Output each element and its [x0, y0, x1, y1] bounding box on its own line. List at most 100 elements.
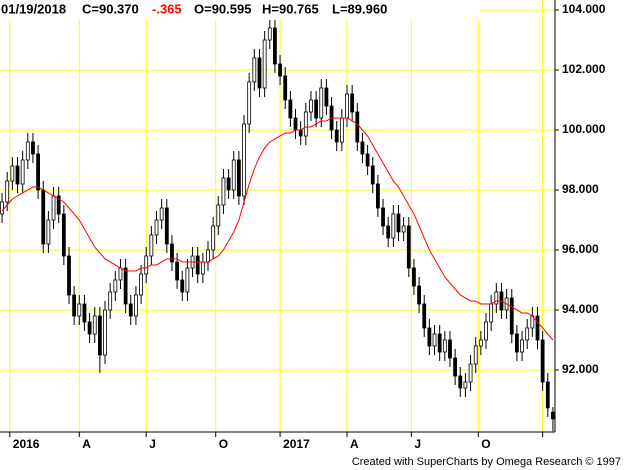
candle-body	[247, 81, 252, 125]
header-open: O=90.595	[194, 1, 251, 16]
candle-body	[92, 315, 97, 335]
candle-body	[216, 204, 221, 227]
candle-body	[154, 219, 159, 236]
candle-body	[211, 225, 216, 251]
candle-body	[360, 141, 365, 155]
header-change: -.365	[152, 1, 182, 16]
candle-body	[67, 255, 71, 296]
candle-body	[252, 57, 257, 83]
candle-body	[412, 267, 416, 287]
candle-body	[262, 39, 267, 89]
candle-body	[365, 153, 370, 167]
candle-body	[545, 381, 550, 409]
x-tick-label: O	[481, 437, 490, 451]
candle-body	[51, 195, 56, 221]
candle-body	[273, 27, 277, 65]
x-tick-label: A	[82, 437, 91, 451]
x-tick-label: O	[219, 437, 228, 451]
candle-body	[442, 339, 447, 353]
candle-body	[319, 87, 324, 119]
candle-body	[484, 321, 488, 341]
candle-body	[175, 261, 180, 281]
candle-body	[324, 87, 329, 107]
candle-body	[494, 291, 499, 305]
candle-body	[422, 303, 427, 329]
candle-body	[267, 27, 272, 41]
candle-body	[20, 159, 25, 185]
candle-body	[401, 225, 406, 233]
moving-average-line	[1, 117, 554, 341]
candle-body	[77, 303, 82, 317]
candle-body	[427, 327, 432, 347]
candle-body	[309, 99, 313, 113]
x-tick-label: A	[350, 437, 359, 451]
candle-body	[185, 267, 190, 293]
candle-body	[180, 279, 185, 293]
candle-body	[36, 153, 40, 191]
candle-body	[82, 303, 87, 323]
candle-body	[144, 255, 149, 275]
candle-body	[108, 291, 113, 311]
candle-body	[123, 267, 128, 305]
candle-body	[41, 189, 46, 245]
y-tick-label: 98.000	[562, 182, 599, 196]
candle-body	[381, 207, 385, 227]
candle-body	[520, 339, 524, 353]
candle-body	[386, 225, 391, 239]
candle-body	[515, 333, 519, 353]
candle-body	[195, 255, 200, 275]
candle-body	[134, 294, 138, 317]
candle-body	[10, 165, 15, 182]
footer-credit: Created with SuperCharts by Omega Resear…	[352, 456, 621, 468]
x-tick-label: 2016	[13, 437, 40, 451]
candle-body	[25, 141, 30, 161]
candle-body	[149, 234, 154, 257]
candle-body	[417, 285, 421, 305]
candle-body	[334, 129, 339, 143]
candle-body	[103, 309, 107, 356]
candle-body	[406, 225, 411, 269]
candle-body	[391, 213, 396, 239]
candle-body	[15, 165, 20, 185]
candle-body	[170, 243, 174, 263]
candle-body	[221, 177, 226, 206]
candle-body	[242, 123, 246, 197]
y-tick-label: 92.000	[562, 362, 599, 376]
header-high: H=90.765	[262, 1, 319, 16]
candles	[0, 18, 555, 432]
candle-body	[278, 63, 282, 77]
candle-body	[298, 129, 303, 137]
candle-body	[355, 111, 360, 143]
candle-body	[463, 381, 468, 389]
candle-body	[97, 315, 102, 356]
candle-body	[139, 273, 143, 296]
y-tick-label: 96.000	[562, 242, 599, 256]
candle-body	[231, 159, 236, 191]
candle-body	[226, 177, 231, 191]
candle-body	[509, 297, 514, 335]
y-tick-label: 102.000	[562, 62, 606, 76]
candle-body	[128, 303, 133, 317]
candle-body	[159, 207, 164, 221]
candle-body	[458, 375, 463, 389]
candle-body	[375, 183, 380, 209]
plot-area	[0, 0, 555, 432]
candle-body	[314, 99, 319, 119]
candle-body	[283, 75, 288, 101]
candle-body	[540, 339, 545, 383]
candle-body	[370, 165, 375, 185]
candle-body	[31, 141, 35, 155]
y-tick-label: 100.000	[562, 122, 606, 136]
candle-body	[206, 249, 210, 263]
candle-body	[87, 321, 92, 335]
x-tick-label: J	[414, 437, 421, 451]
y-tick-label: 104.000	[562, 2, 606, 16]
candle-body	[525, 327, 530, 341]
candle-body	[478, 339, 483, 347]
x-tick-label: J	[149, 437, 156, 451]
candle-body	[5, 180, 10, 203]
candle-body	[339, 117, 344, 143]
candle-body	[61, 213, 66, 257]
